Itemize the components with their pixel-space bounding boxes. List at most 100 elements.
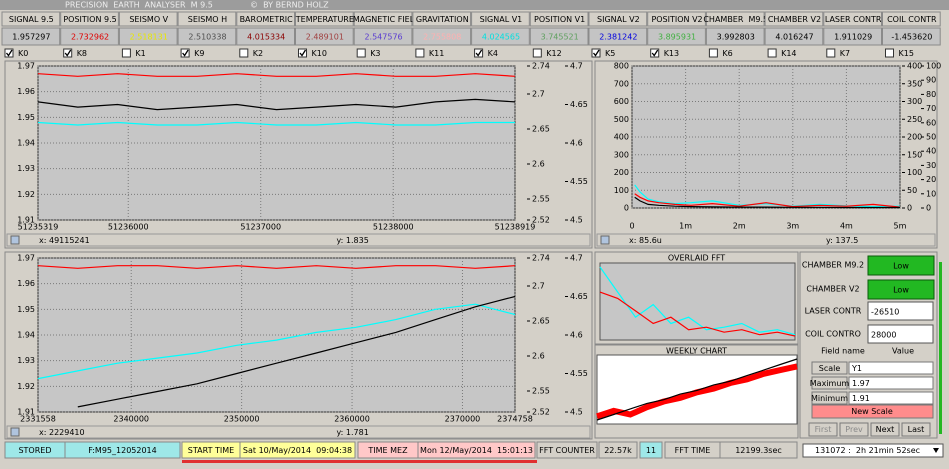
checkbox-label: K0 [18, 49, 28, 58]
field-value: 1.97 [852, 379, 870, 388]
indicator[interactable] [867, 279, 935, 300]
checkmark [592, 49, 600, 57]
input-box[interactable] [867, 301, 934, 321]
nav-button[interactable] [901, 422, 931, 437]
checkbox[interactable] [63, 48, 73, 58]
checkmark [651, 49, 659, 57]
checkbox[interactable] [650, 48, 660, 58]
status-cell [536, 441, 598, 459]
checkbox[interactable] [415, 48, 425, 58]
checkbox[interactable] [180, 48, 190, 58]
channel-value-cell [60, 27, 119, 46]
checkbox[interactable] [298, 48, 307, 58]
checkbox-label: K10 [312, 49, 327, 58]
cursor-x: x: 85.6u [629, 236, 662, 245]
channel-name: SEISMO V [129, 15, 168, 24]
trace [596, 358, 798, 421]
nav-button[interactable] [808, 422, 838, 437]
indicator[interactable] [867, 255, 935, 276]
checkbox[interactable] [356, 48, 366, 58]
channel-value: 2.732962 [71, 33, 109, 42]
indicator-label: CHAMBER V2 [806, 285, 859, 294]
field-input[interactable] [848, 361, 934, 375]
checkbox[interactable] [767, 48, 777, 58]
channel-name-cell [529, 11, 589, 27]
dropdown[interactable] [802, 443, 944, 458]
channel-name: POSITION V2 [651, 15, 702, 24]
y-tick-label: 4.5 [570, 216, 583, 225]
trace [37, 73, 516, 77]
field-input[interactable] [848, 376, 934, 390]
channel-name: BAROMETRIC [240, 15, 294, 24]
x-tick-label: 51238000 [373, 223, 414, 232]
channel-value-cell [471, 27, 530, 46]
checkmark [475, 49, 483, 57]
status-text: TIME MEZ [367, 446, 408, 455]
channel-value-cell [118, 27, 178, 46]
checkbox-label: K1 [135, 49, 145, 58]
y-tick-label: 2.65 [532, 317, 550, 326]
plot-area [37, 257, 516, 413]
field-button[interactable] [811, 376, 848, 390]
new-scale-button[interactable] [811, 404, 934, 419]
x-tick-label: 51238919 [495, 223, 536, 232]
channel-value: 4.016247 [775, 33, 813, 42]
y-tick-label: 40 [926, 147, 936, 156]
checkmark [182, 49, 189, 57]
status-text: Sat 10/May/2014 09:04:38 [243, 446, 352, 455]
checkbox[interactable] [708, 48, 718, 58]
field-button[interactable] [811, 391, 848, 405]
channel-value: 3.992803 [717, 33, 755, 42]
checkbox[interactable] [591, 48, 601, 58]
cursor-bar [6, 425, 591, 439]
checkbox[interactable] [121, 48, 131, 58]
y-tick-label: 4.55 [570, 177, 588, 186]
field-button[interactable] [811, 361, 848, 375]
trace [37, 265, 516, 269]
field-label: Minimum [811, 394, 848, 403]
nav-button[interactable] [870, 422, 900, 437]
nav-button[interactable] [839, 422, 869, 437]
y-tick-label: 250 [907, 115, 922, 124]
y-tick-label: 2.7 [532, 90, 545, 99]
input-box[interactable] [867, 324, 934, 344]
checkbox[interactable] [826, 48, 836, 58]
checkbox[interactable] [239, 48, 249, 58]
status-cell [598, 441, 638, 459]
cursor-icon [10, 235, 20, 245]
checkbox[interactable] [474, 48, 484, 58]
y-tick-label: 20 [926, 175, 936, 184]
status-text: STORED [18, 446, 51, 455]
checkbox[interactable] [532, 48, 542, 58]
channel-name-cell [177, 11, 237, 27]
channel-name: SIGNAL 9.5 [9, 15, 54, 24]
field-input[interactable] [848, 391, 934, 405]
x-tick-label: 51236000 [108, 223, 149, 232]
checkbox-label: K3 [370, 49, 380, 58]
channel-value: 2.547576 [364, 33, 402, 42]
cursor-bar [596, 233, 936, 247]
checkbox-label: K15 [899, 49, 914, 58]
y-tick-label: 4.6 [570, 331, 583, 340]
channel-value-cell [1, 27, 61, 46]
status-cell [417, 441, 536, 459]
y-tick-label: 2.74 [532, 62, 550, 71]
channel-name: SEISMO H [188, 15, 227, 24]
status-cell [639, 441, 663, 459]
checkbox-label: K2 [253, 49, 263, 58]
trace [596, 363, 798, 420]
y-tick-label: 50 [926, 133, 936, 142]
checkmark [64, 49, 72, 57]
channel-name: MAGNETIC FIEL [353, 15, 415, 24]
checkbox[interactable] [4, 48, 14, 58]
channel-name-cell [60, 11, 119, 27]
field-value: Y1 [851, 364, 862, 373]
y-tick-label: 1.97 [17, 254, 35, 263]
indicator-value: Low [893, 286, 909, 295]
y-tick-label: 60 [926, 118, 936, 127]
channel-name: CHAMBER V2 [768, 15, 821, 24]
checkbox[interactable] [885, 48, 894, 58]
x-tick-label: 2331558 [20, 415, 56, 424]
new-scale-label: New Scale [851, 407, 893, 416]
